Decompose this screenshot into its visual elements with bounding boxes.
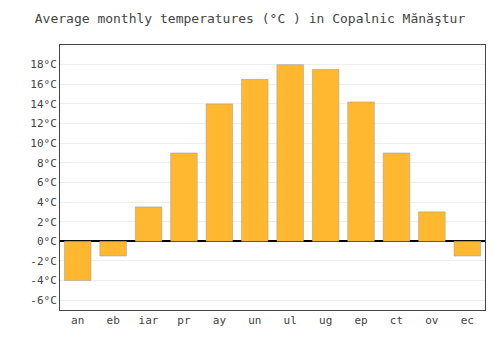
svg-text:an: an [71, 314, 84, 327]
svg-text:-6°C: -6°C [30, 294, 57, 307]
svg-text:10°C: 10°C [30, 137, 57, 150]
svg-text:ep: ep [354, 314, 367, 327]
svg-text:ov: ov [425, 314, 439, 327]
svg-text:ec: ec [461, 314, 474, 327]
svg-text:Average monthly temperatures (: Average monthly temperatures (°C ) in Co… [35, 11, 466, 26]
svg-text:14°C: 14°C [30, 98, 57, 111]
svg-text:6°C: 6°C [37, 176, 57, 189]
svg-text:2°C: 2°C [37, 216, 57, 229]
svg-text:16°C: 16°C [30, 78, 57, 91]
svg-text:pr: pr [177, 314, 191, 327]
svg-text:un: un [248, 314, 261, 327]
svg-text:iar: iar [139, 314, 159, 327]
svg-text:0°C: 0°C [37, 235, 57, 248]
svg-text:12°C: 12°C [30, 117, 57, 130]
svg-text:ul: ul [284, 314, 297, 327]
svg-text:18°C: 18°C [30, 58, 57, 71]
svg-text:ay: ay [213, 314, 227, 327]
svg-text:8°C: 8°C [37, 157, 57, 170]
svg-text:-2°C: -2°C [30, 255, 57, 268]
svg-text:ug: ug [319, 314, 332, 327]
svg-text:4°C: 4°C [37, 196, 57, 209]
svg-text:-4°C: -4°C [30, 274, 57, 287]
svg-text:ct: ct [390, 314, 403, 327]
svg-text:eb: eb [107, 314, 120, 327]
